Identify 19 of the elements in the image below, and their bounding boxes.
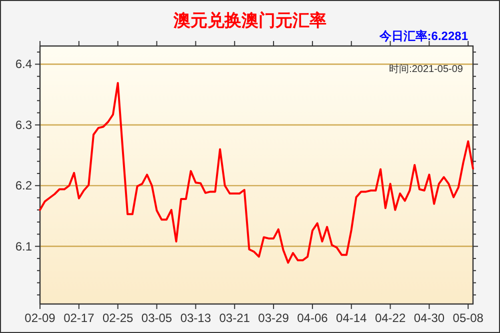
x-tick-label: 04-14 bbox=[336, 311, 368, 325]
x-tick-label: 03-29 bbox=[258, 311, 290, 325]
y-tick-label: 6.2 bbox=[15, 178, 32, 193]
annotation: 时间:2021-05-09 bbox=[389, 63, 464, 75]
x-tick-label: 05-08 bbox=[452, 311, 484, 325]
y-tick-label: 6.3 bbox=[15, 118, 32, 132]
x-tick-label: 02-09 bbox=[24, 311, 56, 325]
x-tick-label: 04-22 bbox=[374, 311, 406, 325]
x-tick-label: 03-05 bbox=[141, 311, 172, 325]
x-tick-label: 04-06 bbox=[297, 311, 328, 325]
x-tick-label: 03-21 bbox=[219, 311, 250, 325]
x-tick-label: 04-30 bbox=[414, 311, 445, 325]
y-tick-label: 6.4 bbox=[15, 57, 32, 72]
y-tick-label: 6.1 bbox=[15, 239, 32, 254]
text: 今日汇率:6.2281 bbox=[378, 29, 468, 43]
x-tick-label: 02-25 bbox=[102, 311, 134, 325]
x-tick-label: 02-17 bbox=[64, 311, 95, 325]
chart-title: 澳元兑换澳门元汇率 bbox=[172, 11, 326, 30]
x-tick-label: 03-13 bbox=[180, 311, 212, 325]
